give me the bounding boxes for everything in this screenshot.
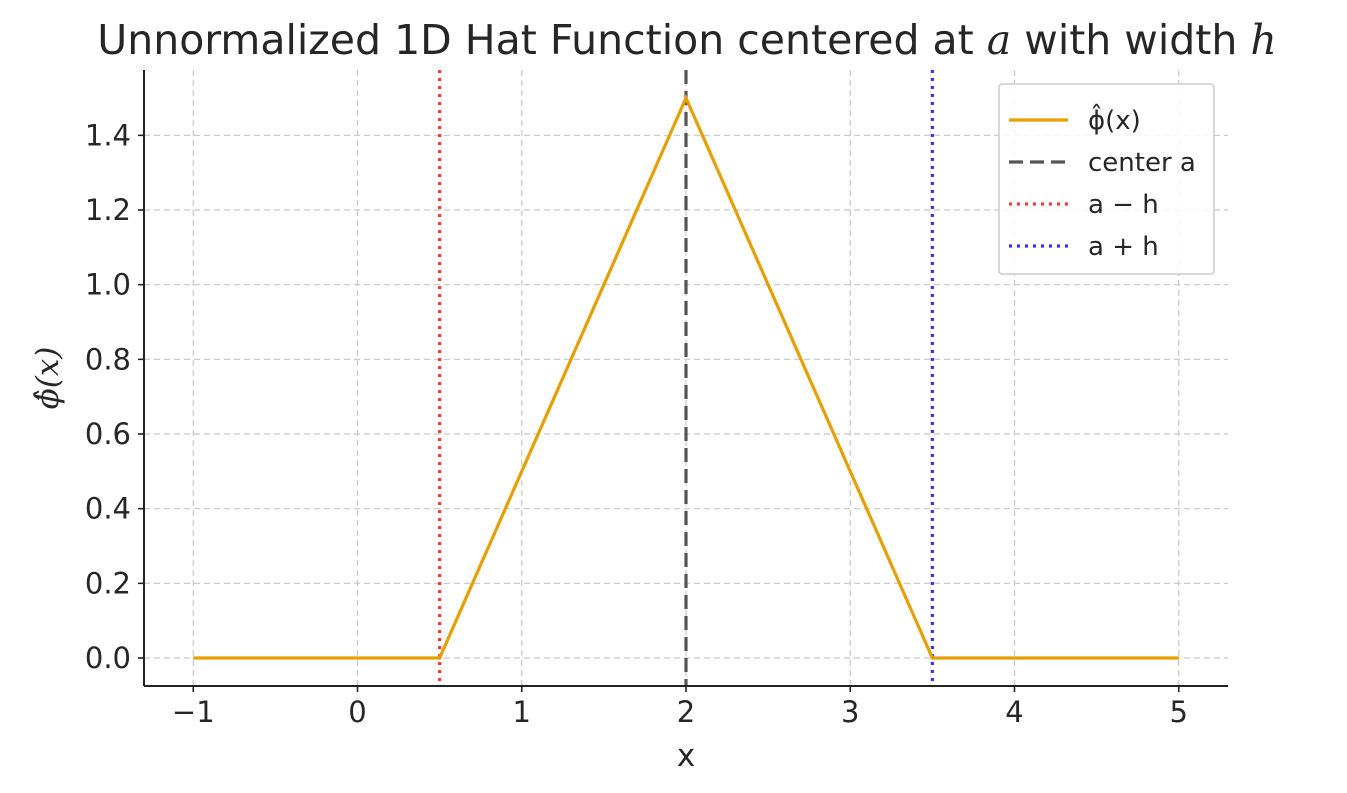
legend-label-3: a + h	[1088, 232, 1159, 262]
y-tick-label: 1.2	[85, 193, 131, 227]
y-tick-label: 0.8	[85, 342, 131, 376]
legend-label-1: center a	[1088, 148, 1196, 178]
legend-label-0: ϕ̂(x)	[1088, 102, 1141, 136]
x-tick-label: −1	[172, 695, 215, 729]
x-tick-label: 0	[348, 695, 366, 729]
y-tick-label: 0.2	[85, 566, 131, 600]
x-tick-label: 5	[1170, 695, 1188, 729]
x-tick-label: 4	[1005, 695, 1023, 729]
axes	[138, 70, 1228, 692]
title-text: Unnormalized 1D Hat Function centered at	[97, 16, 974, 64]
y-tick-label: 0.4	[85, 492, 131, 526]
y-tick-label: 1.0	[85, 268, 131, 302]
title-var-a: a	[987, 16, 1011, 64]
chart-title: Unnormalized 1D Hat Function centered at…	[97, 16, 1277, 64]
series-line-0	[193, 94, 1179, 660]
title-var-h: h	[1250, 16, 1276, 64]
x-tick-label: 1	[513, 695, 531, 729]
x-tick-label: 2	[677, 695, 695, 729]
x-axis-label: x	[677, 738, 695, 774]
x-tick-label: 3	[841, 695, 859, 729]
y-tick-label: 0.6	[85, 417, 131, 451]
y-tick-label: 0.0	[85, 641, 131, 675]
y-axis-label: ϕ̂(x)	[30, 347, 66, 410]
legend-label-2: a − h	[1088, 190, 1159, 220]
plot-area	[193, 70, 1179, 686]
legend: ϕ̂(x) center a a − h a + h	[998, 83, 1215, 275]
y-tick-label: 1.4	[85, 118, 131, 152]
legend-frame	[998, 83, 1215, 275]
tick-labels: −1 0 1 2 3 4 5 0.0 0.2 0.4 0.6 0.8 1.0 1.2 1.4	[85, 118, 1188, 729]
title-mid-text: with width	[1024, 16, 1237, 64]
